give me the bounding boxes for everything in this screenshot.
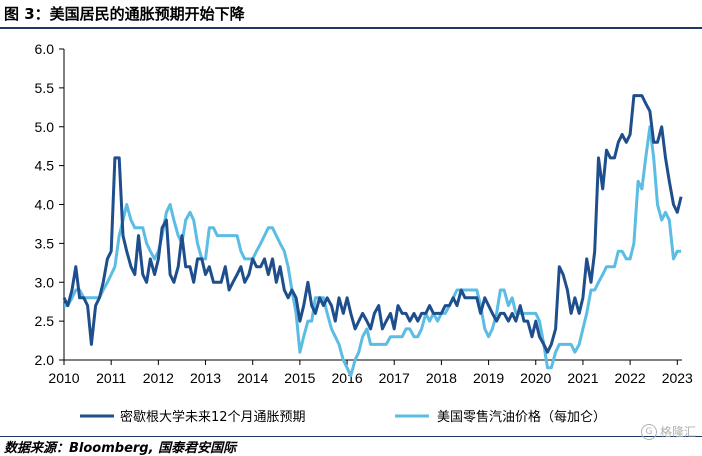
- y-tick-label: 6.0: [35, 41, 55, 57]
- chart-axes: 2.0 2.5 3.0 3.5 4.0 4.5 5.0 5.5 6.0 2010 2011 2012 2…: [35, 41, 694, 386]
- x-tick-label: 2015: [284, 370, 315, 386]
- y-tick-label: 5.0: [35, 119, 55, 135]
- source-note: 数据来源：Bloomberg, 国泰君安国际: [4, 441, 237, 456]
- chart-title: 图 3：美国居民的通胀预期开始下降: [4, 5, 245, 23]
- chart-lines: [62, 94, 683, 378]
- x-tick-label: 2021: [567, 370, 598, 386]
- x-tick-label: 2017: [379, 370, 410, 386]
- legend-label-2: 美国零售汽油价格（每加仑）: [437, 409, 606, 425]
- x-tick-label: 2023: [662, 370, 693, 386]
- title-divider: [0, 27, 702, 29]
- x-tick-label: 2012: [143, 370, 174, 386]
- series-line-2: [64, 125, 682, 378]
- line-chart: 2.0 2.5 3.0 3.5 4.0 4.5 5.0 5.5 6.0 2010 2011 2012 2…: [35, 41, 694, 425]
- series-line-1: [62, 94, 683, 354]
- legend-label-1: 密歇根大学未来12个月通胀预期: [120, 409, 306, 425]
- y-tick-label: 3.5: [35, 235, 55, 251]
- y-tick-label: 2.5: [35, 313, 55, 329]
- y-tick-label: 5.5: [35, 80, 55, 96]
- chart-legend: 密歇根大学未来12个月通胀预期 美国零售汽油价格（每加仑）: [80, 409, 606, 425]
- y-tick-label: 3.0: [35, 274, 55, 290]
- x-tick-label: 2019: [473, 370, 504, 386]
- y-tick-label: 4.5: [35, 158, 55, 174]
- y-tick-label: 4.0: [35, 197, 55, 213]
- watermark: G 格隆汇: [640, 423, 696, 440]
- watermark-logo-icon: G: [640, 423, 657, 440]
- y-tick-label: 2.0: [35, 352, 55, 368]
- x-tick-label: 2022: [615, 370, 646, 386]
- x-tick-label: 2010: [48, 370, 79, 386]
- x-tick-label: 2013: [190, 370, 221, 386]
- x-tick-label: 2011: [96, 370, 126, 386]
- footer-divider: [0, 436, 702, 437]
- x-tick-label: 2020: [520, 370, 551, 386]
- x-tick-label: 2018: [426, 370, 457, 386]
- x-tick-label: 2014: [237, 370, 268, 386]
- watermark-text: 格隆汇: [659, 425, 696, 439]
- x-tick-label: 2016: [331, 370, 362, 386]
